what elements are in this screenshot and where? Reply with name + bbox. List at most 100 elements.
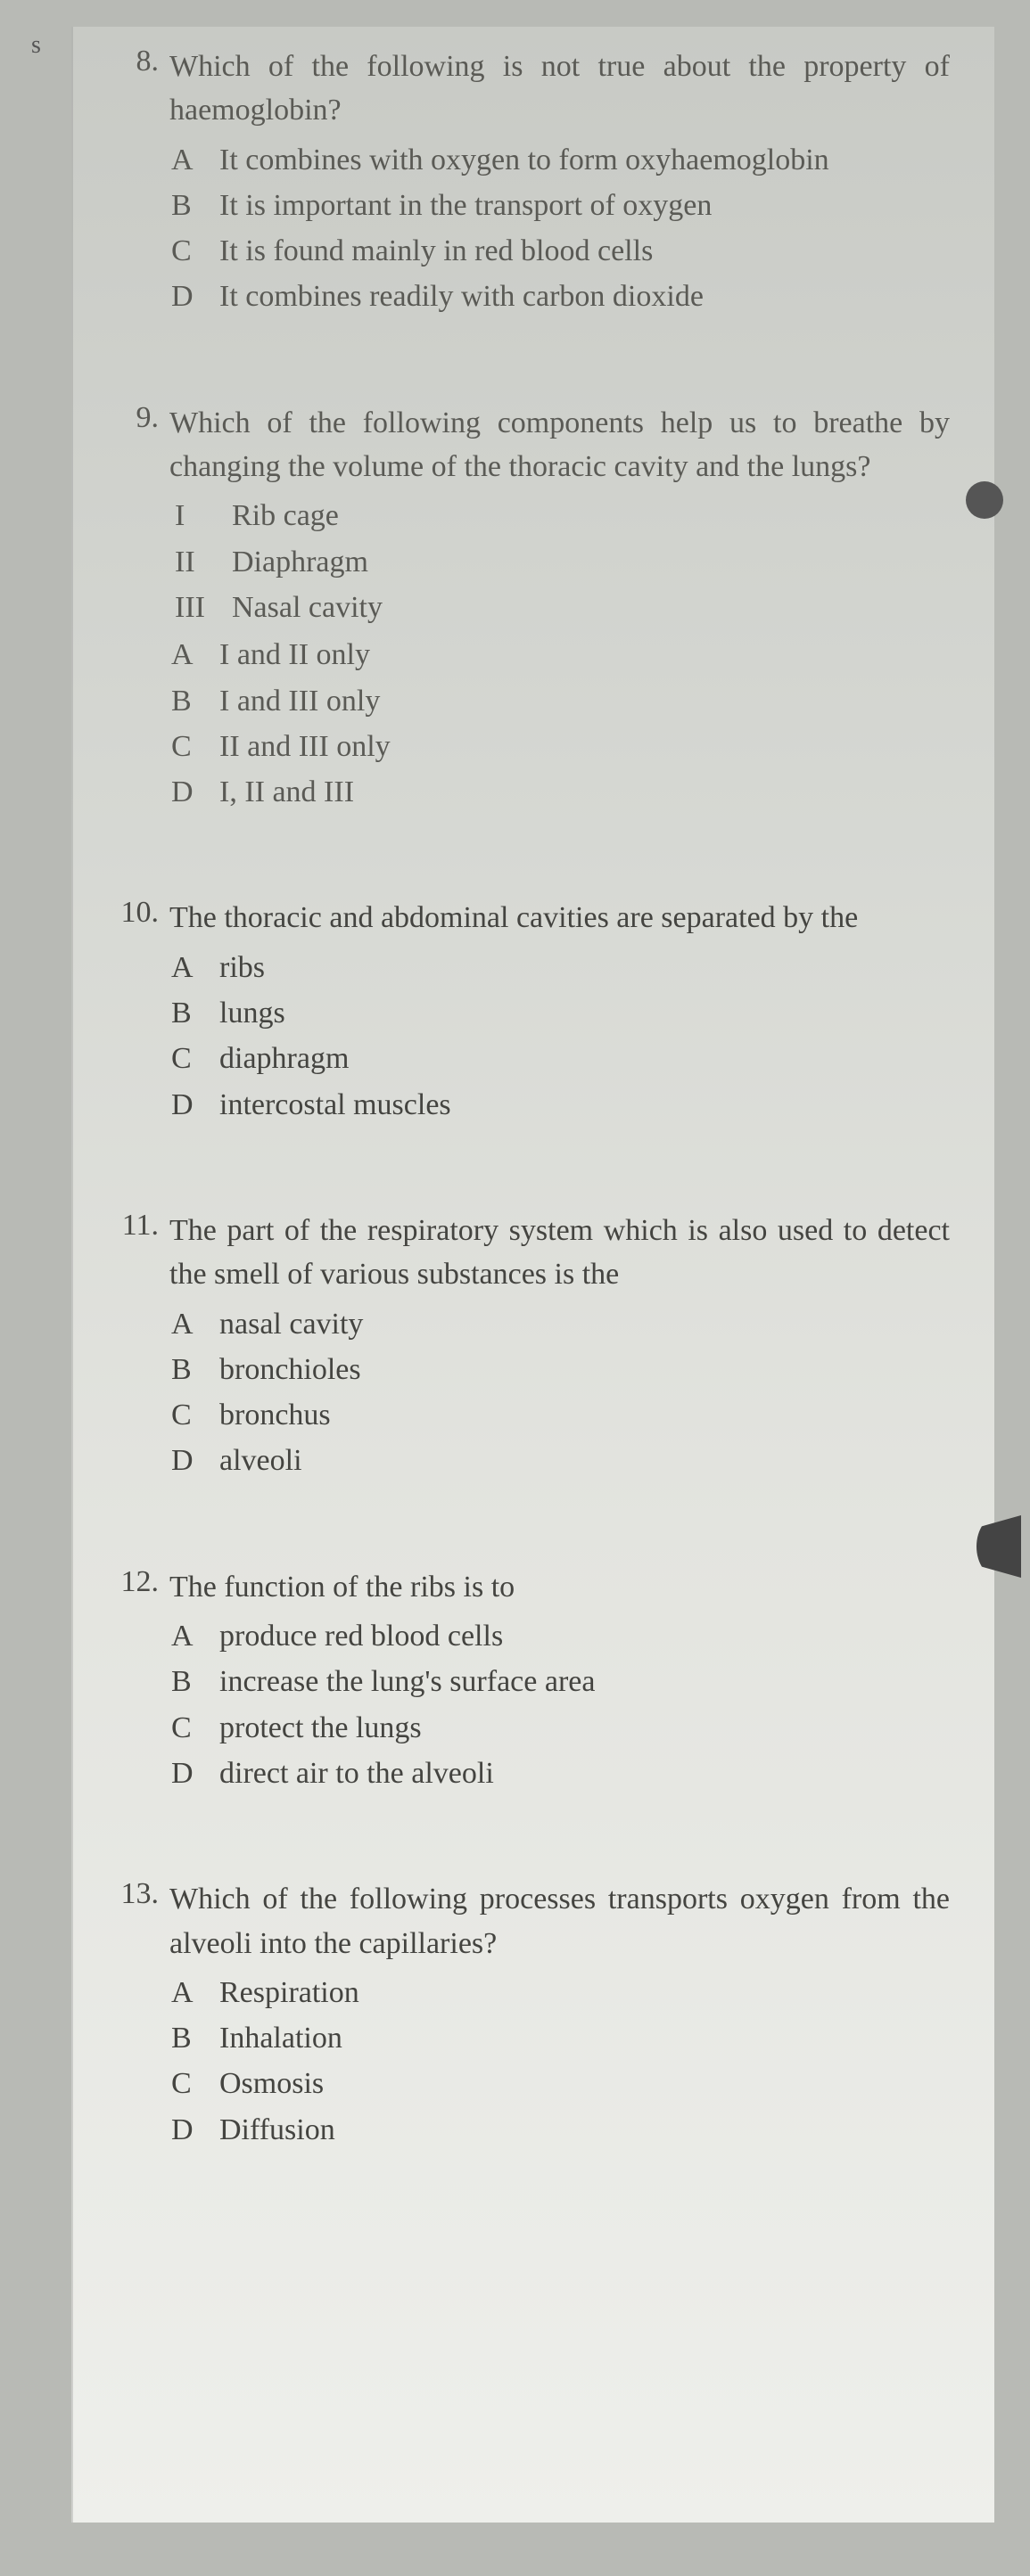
roman-text: Diaphragm bbox=[232, 540, 950, 584]
option-row: Cbronchus bbox=[169, 1393, 950, 1437]
option-text: nasal cavity bbox=[219, 1302, 950, 1346]
question-number: 9. bbox=[107, 401, 169, 435]
option-row: Dalveoli bbox=[169, 1439, 950, 1482]
question-options: AIt combines with oxygen to form oxyhaem… bbox=[169, 138, 950, 319]
question-options: Anasal cavity Bbronchioles Cbronchus Dal… bbox=[169, 1302, 950, 1483]
question-number: 10. bbox=[107, 896, 169, 930]
option-label: D bbox=[169, 1083, 219, 1127]
option-row: Aproduce red blood cells bbox=[169, 1614, 950, 1658]
option-label: D bbox=[169, 275, 219, 318]
option-row: BInhalation bbox=[169, 2016, 950, 2060]
option-text: alveoli bbox=[219, 1439, 950, 1482]
question-body: Which of the following processes transpo… bbox=[169, 1877, 950, 2154]
question-options: Aribs Blungs Cdiaphragm Dintercostal mus… bbox=[169, 946, 950, 1127]
roman-label: I bbox=[169, 494, 232, 537]
option-row: DI, II and III bbox=[169, 770, 950, 814]
option-label: D bbox=[169, 2108, 219, 2152]
question-11: 11. The part of the respiratory system w… bbox=[107, 1209, 950, 1485]
option-row: Cprotect the lungs bbox=[169, 1706, 950, 1750]
roman-row: IRib cage bbox=[169, 494, 950, 537]
option-text: produce red blood cells bbox=[219, 1614, 950, 1658]
option-label: A bbox=[169, 633, 219, 677]
option-row: Bincrease the lung's surface area bbox=[169, 1660, 950, 1703]
option-label: B bbox=[169, 991, 219, 1035]
left-edge-char: s bbox=[31, 31, 41, 60]
option-text: It combines readily with carbon dioxide bbox=[219, 275, 950, 318]
hole-punch-icon bbox=[966, 481, 1003, 519]
option-label: C bbox=[169, 1706, 219, 1750]
question-stem: The function of the ribs is to bbox=[169, 1565, 950, 1609]
question-stem: Which of the following is not true about… bbox=[169, 45, 950, 133]
option-text: increase the lung's surface area bbox=[219, 1660, 950, 1703]
option-row: Dintercostal muscles bbox=[169, 1083, 950, 1127]
option-text: I, II and III bbox=[219, 770, 950, 814]
option-text: protect the lungs bbox=[219, 1706, 950, 1750]
question-body: Which of the following is not true about… bbox=[169, 45, 950, 321]
question-body: The function of the ribs is to Aproduce … bbox=[169, 1565, 950, 1797]
option-row: Bbronchioles bbox=[169, 1348, 950, 1391]
roman-row: IIDiaphragm bbox=[169, 540, 950, 584]
edge-shadow-icon bbox=[976, 1515, 1021, 1578]
option-row: Aribs bbox=[169, 946, 950, 989]
option-row: ARespiration bbox=[169, 1971, 950, 2014]
option-text: direct air to the alveoli bbox=[219, 1752, 950, 1795]
option-row: AIt combines with oxygen to form oxyhaem… bbox=[169, 138, 950, 182]
option-label: A bbox=[169, 1971, 219, 2014]
option-label: D bbox=[169, 1439, 219, 1482]
question-number: 13. bbox=[107, 1877, 169, 1911]
question-stem: The thoracic and abdominal cavities are … bbox=[169, 896, 950, 939]
roman-label: II bbox=[169, 540, 232, 584]
option-row: Anasal cavity bbox=[169, 1302, 950, 1346]
option-text: diaphragm bbox=[219, 1037, 950, 1080]
question-9: 9. Which of the following components hel… bbox=[107, 401, 950, 816]
option-row: COsmosis bbox=[169, 2062, 950, 2105]
question-options: ARespiration BInhalation COsmosis DDiffu… bbox=[169, 1971, 950, 2152]
option-label: B bbox=[169, 1660, 219, 1703]
question-8: 8. Which of the following is not true ab… bbox=[107, 45, 950, 321]
option-label: A bbox=[169, 1302, 219, 1346]
question-13: 13. Which of the following processes tra… bbox=[107, 1877, 950, 2154]
option-text: ribs bbox=[219, 946, 950, 989]
question-body: The part of the respiratory system which… bbox=[169, 1209, 950, 1485]
question-body: Which of the following components help u… bbox=[169, 401, 950, 816]
option-text: It is found mainly in red blood cells bbox=[219, 229, 950, 273]
option-row: BIt is important in the transport of oxy… bbox=[169, 184, 950, 227]
question-stem: The part of the respiratory system which… bbox=[169, 1209, 950, 1297]
question-body: The thoracic and abdominal cavities are … bbox=[169, 896, 950, 1128]
option-label: C bbox=[169, 2062, 219, 2105]
option-text: Osmosis bbox=[219, 2062, 950, 2105]
option-label: A bbox=[169, 1614, 219, 1658]
question-number: 11. bbox=[107, 1209, 169, 1243]
option-text: Respiration bbox=[219, 1971, 950, 2014]
option-label: D bbox=[169, 1752, 219, 1795]
option-text: Inhalation bbox=[219, 2016, 950, 2060]
question-number: 8. bbox=[107, 45, 169, 78]
option-row: BI and III only bbox=[169, 679, 950, 723]
page: s 8. Which of the following is not true … bbox=[71, 27, 994, 2523]
option-label: B bbox=[169, 2016, 219, 2060]
question-stem: Which of the following processes transpo… bbox=[169, 1877, 950, 1965]
question-12: 12. The function of the ribs is to Aprod… bbox=[107, 1565, 950, 1797]
question-options: AI and II only BI and III only CII and I… bbox=[169, 633, 950, 814]
option-text: It is important in the transport of oxyg… bbox=[219, 184, 950, 227]
option-text: bronchioles bbox=[219, 1348, 950, 1391]
option-label: A bbox=[169, 946, 219, 989]
question-number: 12. bbox=[107, 1565, 169, 1599]
option-text: I and III only bbox=[219, 679, 950, 723]
option-row: Cdiaphragm bbox=[169, 1037, 950, 1080]
option-text: II and III only bbox=[219, 725, 950, 768]
roman-text: Rib cage bbox=[232, 494, 950, 537]
option-row: AI and II only bbox=[169, 633, 950, 677]
option-label: D bbox=[169, 770, 219, 814]
option-text: Diffusion bbox=[219, 2108, 950, 2152]
roman-list: IRib cage IIDiaphragm IIINasal cavity bbox=[169, 494, 950, 629]
option-row: Blungs bbox=[169, 991, 950, 1035]
option-label: B bbox=[169, 1348, 219, 1391]
option-label: B bbox=[169, 679, 219, 723]
option-row: DDiffusion bbox=[169, 2108, 950, 2152]
option-text: It combines with oxygen to form oxyhaemo… bbox=[219, 138, 950, 182]
margin-line bbox=[71, 27, 73, 2523]
option-label: C bbox=[169, 229, 219, 273]
option-text: intercostal muscles bbox=[219, 1083, 950, 1127]
question-stem: Which of the following components help u… bbox=[169, 401, 950, 489]
